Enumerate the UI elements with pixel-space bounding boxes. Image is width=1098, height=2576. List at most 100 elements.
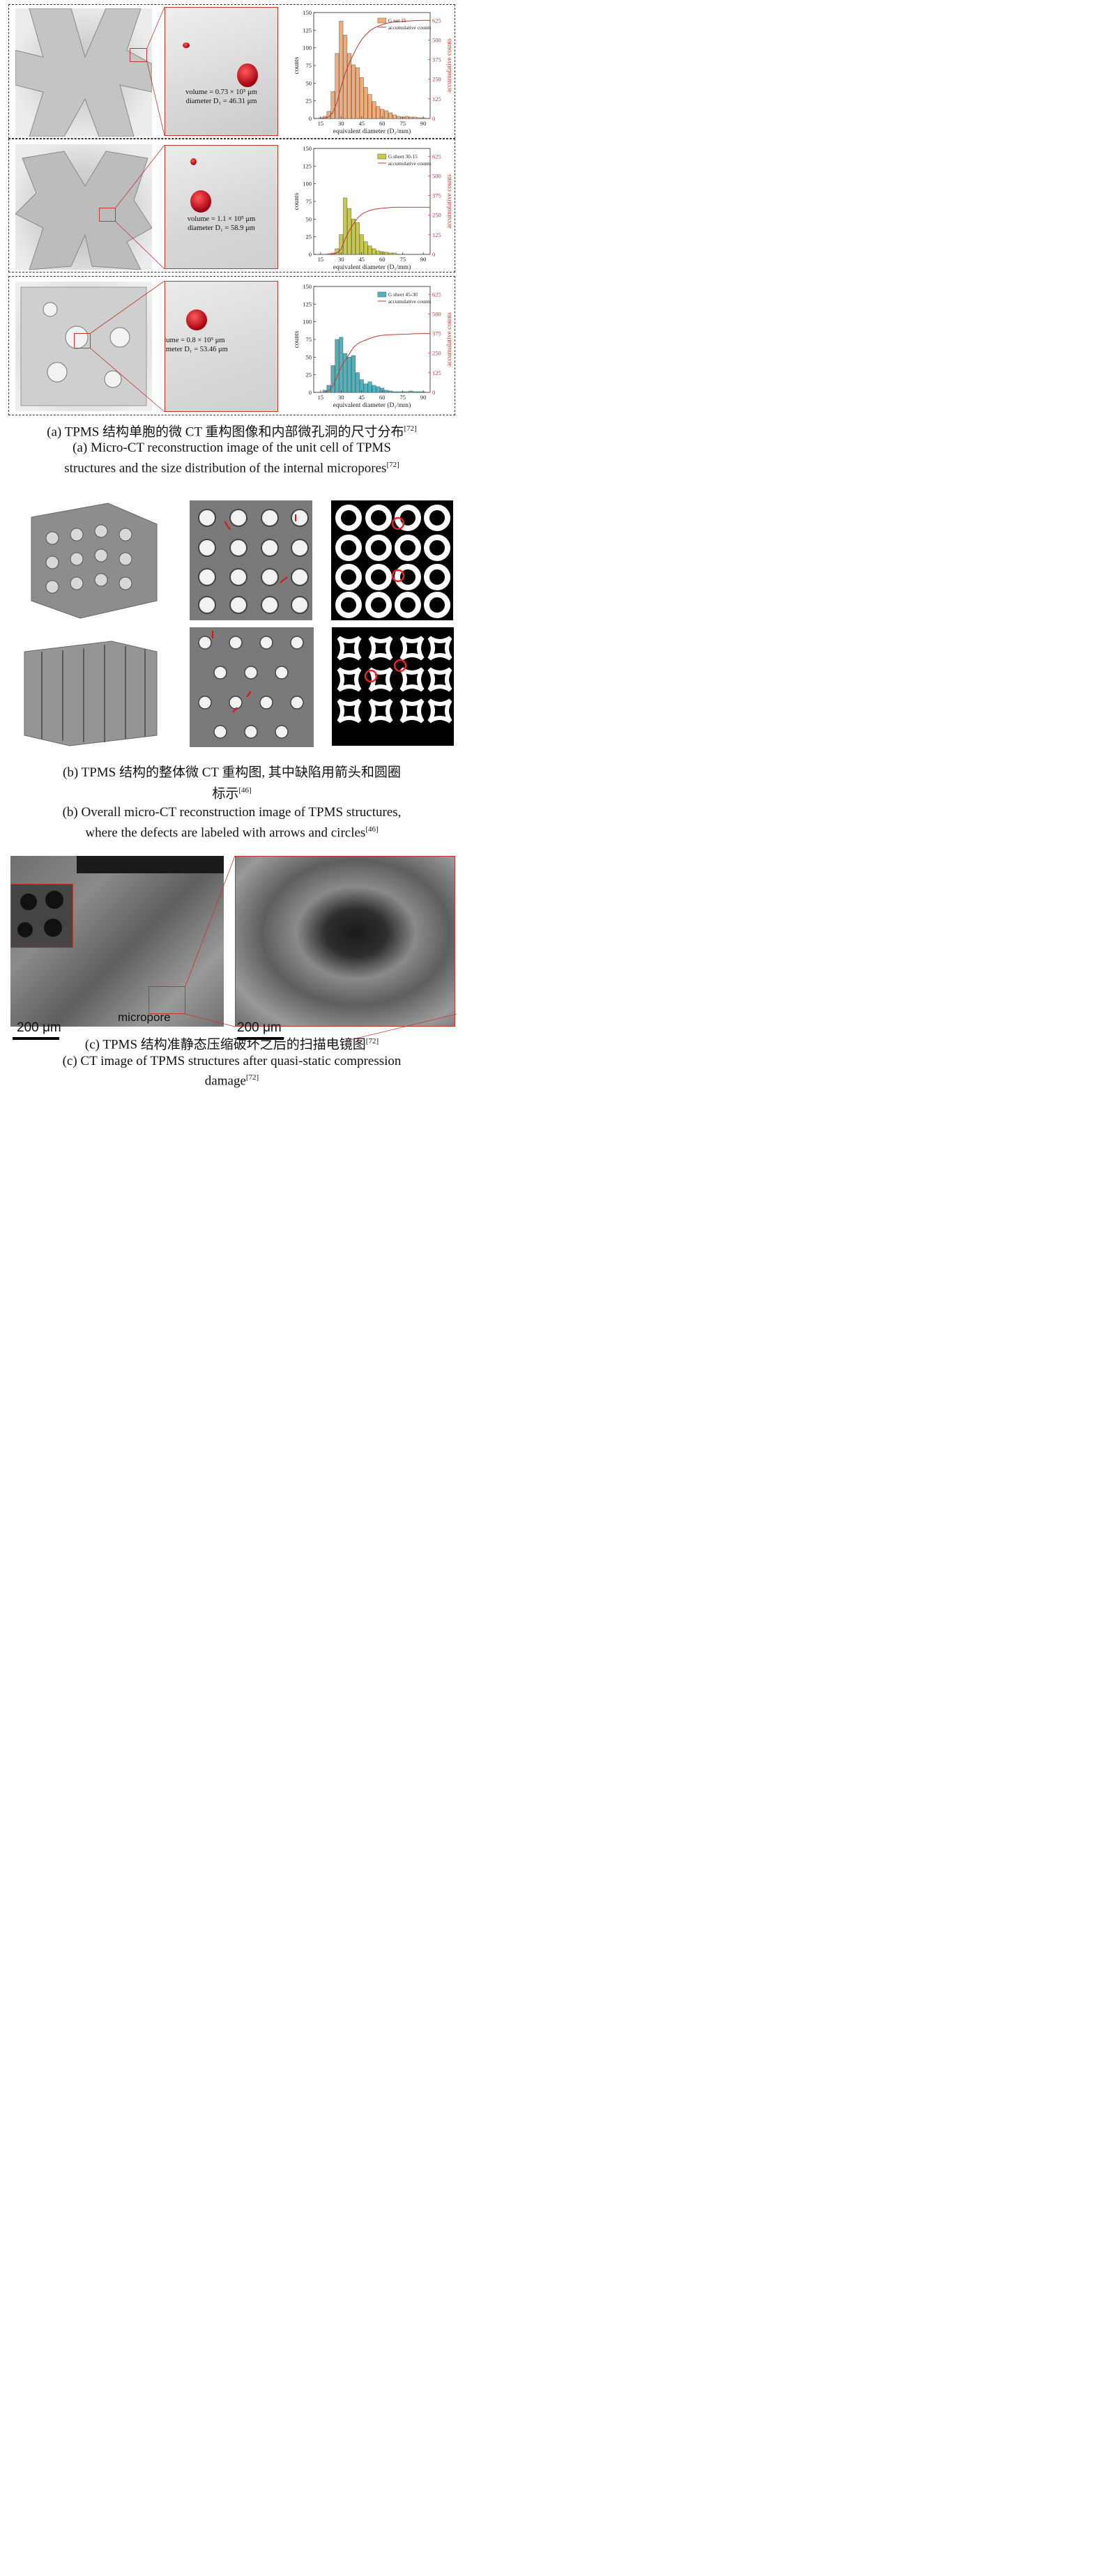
y2-tick-label: 250 <box>432 350 441 357</box>
selection-box-2 <box>99 208 116 222</box>
legend-line-label: accumulative counts <box>388 160 432 167</box>
histogram-bar <box>372 248 376 255</box>
histogram-bar <box>384 252 389 255</box>
x-tick-label: 90 <box>420 394 427 401</box>
histogram-bar <box>355 222 360 255</box>
histogram-bar <box>351 64 356 119</box>
y-tick-label: 75 <box>306 62 312 69</box>
legend-bar-label: G net 15 <box>388 17 406 24</box>
histogram-bar <box>335 339 340 393</box>
ct-slice-diamond <box>190 627 314 747</box>
histogram-bar <box>335 53 340 119</box>
panel-a-row-2-frame <box>8 139 455 273</box>
dark-top-region <box>77 856 224 873</box>
x-tick-label: 75 <box>399 256 406 263</box>
x-tick-label: 30 <box>338 256 344 263</box>
histogram-bar <box>392 114 397 119</box>
y2-axis-label: accumulative counts <box>446 174 453 229</box>
y-tick-label: 50 <box>306 353 312 360</box>
selection-box-3 <box>74 333 91 348</box>
caption-a-en-line2: structures and the size distribution of … <box>64 461 399 476</box>
y2-tick-label: 500 <box>432 172 441 179</box>
histogram-bar <box>363 383 368 393</box>
caption-b-en-line1: (b) Overall micro-CT reconstruction imag… <box>62 805 402 820</box>
ct-unit-cell-image-2 <box>15 144 152 270</box>
y-tick-label: 125 <box>303 162 312 169</box>
zoom-connector-lines-a <box>90 6 165 413</box>
volume-text-3: volume = 0.8 × 10⁵ μm <box>165 337 225 344</box>
histogram-bar <box>372 101 376 119</box>
y2-tick-label: 250 <box>432 212 441 219</box>
caption-c-cn: (c) TPMS 结构准静态压缩破坏之后的扫描电镜图[72] <box>84 1037 379 1052</box>
scale-label-right: 200 μm <box>237 1020 282 1035</box>
legend-line-label: accumulative counts <box>388 24 432 31</box>
histogram-bar <box>347 208 352 255</box>
y2-tick-label: 375 <box>432 56 441 63</box>
binary-slice-diamond <box>332 627 454 746</box>
y2-tick-label: 125 <box>432 231 441 238</box>
histogram-bar <box>413 116 418 119</box>
x-tick-label: 30 <box>338 120 344 127</box>
histogram-bar <box>376 386 381 393</box>
zoom-view-3: volume = 0.8 × 10⁵ μm diameter D₁ = 53.4… <box>165 281 278 412</box>
micropore-large-1 <box>237 63 258 87</box>
histogram-bar <box>367 94 372 119</box>
selection-box-1 <box>130 48 147 62</box>
caption-b-cn-line2: 标示[46] <box>212 786 252 802</box>
sem-fracture-overview: micropore <box>10 856 224 1027</box>
y2-axis-label: accumulative counts <box>446 38 453 93</box>
slice-gyroid-drawing <box>198 509 309 614</box>
y-tick-label: 150 <box>303 283 312 290</box>
histogram-bar <box>372 385 376 393</box>
histogram-bar <box>355 67 360 119</box>
y-tick-label: 150 <box>303 9 312 16</box>
unit-cell-shape-1 <box>15 8 152 137</box>
panel-a-row-1-frame <box>8 4 455 139</box>
cumulative-line <box>324 333 430 392</box>
y2-tick-label: 0 <box>432 389 435 396</box>
histogram-bar <box>396 116 401 119</box>
legend-bar-swatch <box>377 153 387 160</box>
lattice-3d-gyroid-drawing <box>31 503 158 619</box>
legend-bar-swatch <box>377 17 387 24</box>
histogram-bar <box>388 112 392 119</box>
histogram-bar <box>330 91 335 119</box>
inset-lattice-drawing <box>17 891 63 937</box>
histogram-bar <box>351 355 356 393</box>
caption-c-en-line2: damage[72] <box>204 1073 259 1089</box>
y2-tick-label: 500 <box>432 36 441 43</box>
x-tick-label: 60 <box>379 256 386 263</box>
caption-b-cn-line1: (b) TPMS 结构的整体微 CT 重构图, 其中缺陷用箭头和圆圈 <box>63 765 401 780</box>
volume-text-2: volume = 1.1 × 10⁵ μm <box>187 215 256 223</box>
y-tick-label: 100 <box>303 45 312 52</box>
x-tick-label: 75 <box>399 120 406 127</box>
x-axis-label: equivalent diameter (D₁/mm) <box>333 263 411 271</box>
histogram-bar <box>388 390 392 393</box>
histogram-bar <box>376 250 381 255</box>
histogram-bar <box>363 241 368 255</box>
x-tick-label: 15 <box>318 256 324 263</box>
x-tick-label: 15 <box>318 120 324 127</box>
y-tick-label: 50 <box>306 215 312 222</box>
histogram-bar <box>384 110 389 119</box>
zoom-view-2: volume = 1.1 × 10⁵ μm diameter D₁ = 58.9… <box>165 145 278 269</box>
y-axis-label: counts <box>293 192 300 210</box>
x-tick-label: 45 <box>359 394 365 401</box>
x-tick-label: 15 <box>318 394 324 401</box>
y2-axis-label: accumulative counts <box>446 312 453 367</box>
volume-text-1: volume = 0.73 × 10⁵ μm <box>185 89 257 96</box>
y-tick-label: 0 <box>309 251 312 258</box>
y-tick-label: 25 <box>306 233 312 240</box>
y-tick-label: 125 <box>303 300 312 307</box>
caption-b-en-line2: where the defects are labeled with arrow… <box>85 825 379 841</box>
histogram-bar <box>343 35 348 119</box>
ct-unit-cell-image-3 <box>15 282 152 411</box>
legend-bar-label: G sheet 45-30 <box>388 291 418 298</box>
histogram-bar <box>367 381 372 393</box>
y2-tick-label: 625 <box>432 17 441 24</box>
y2-tick-label: 0 <box>432 115 435 122</box>
binary-gyroid-drawing <box>335 505 450 618</box>
y-tick-label: 0 <box>309 115 312 122</box>
y-tick-label: 50 <box>306 79 312 86</box>
zoom-view-1: volume = 0.73 × 10⁵ μm diameter D₁ = 46.… <box>165 7 278 136</box>
